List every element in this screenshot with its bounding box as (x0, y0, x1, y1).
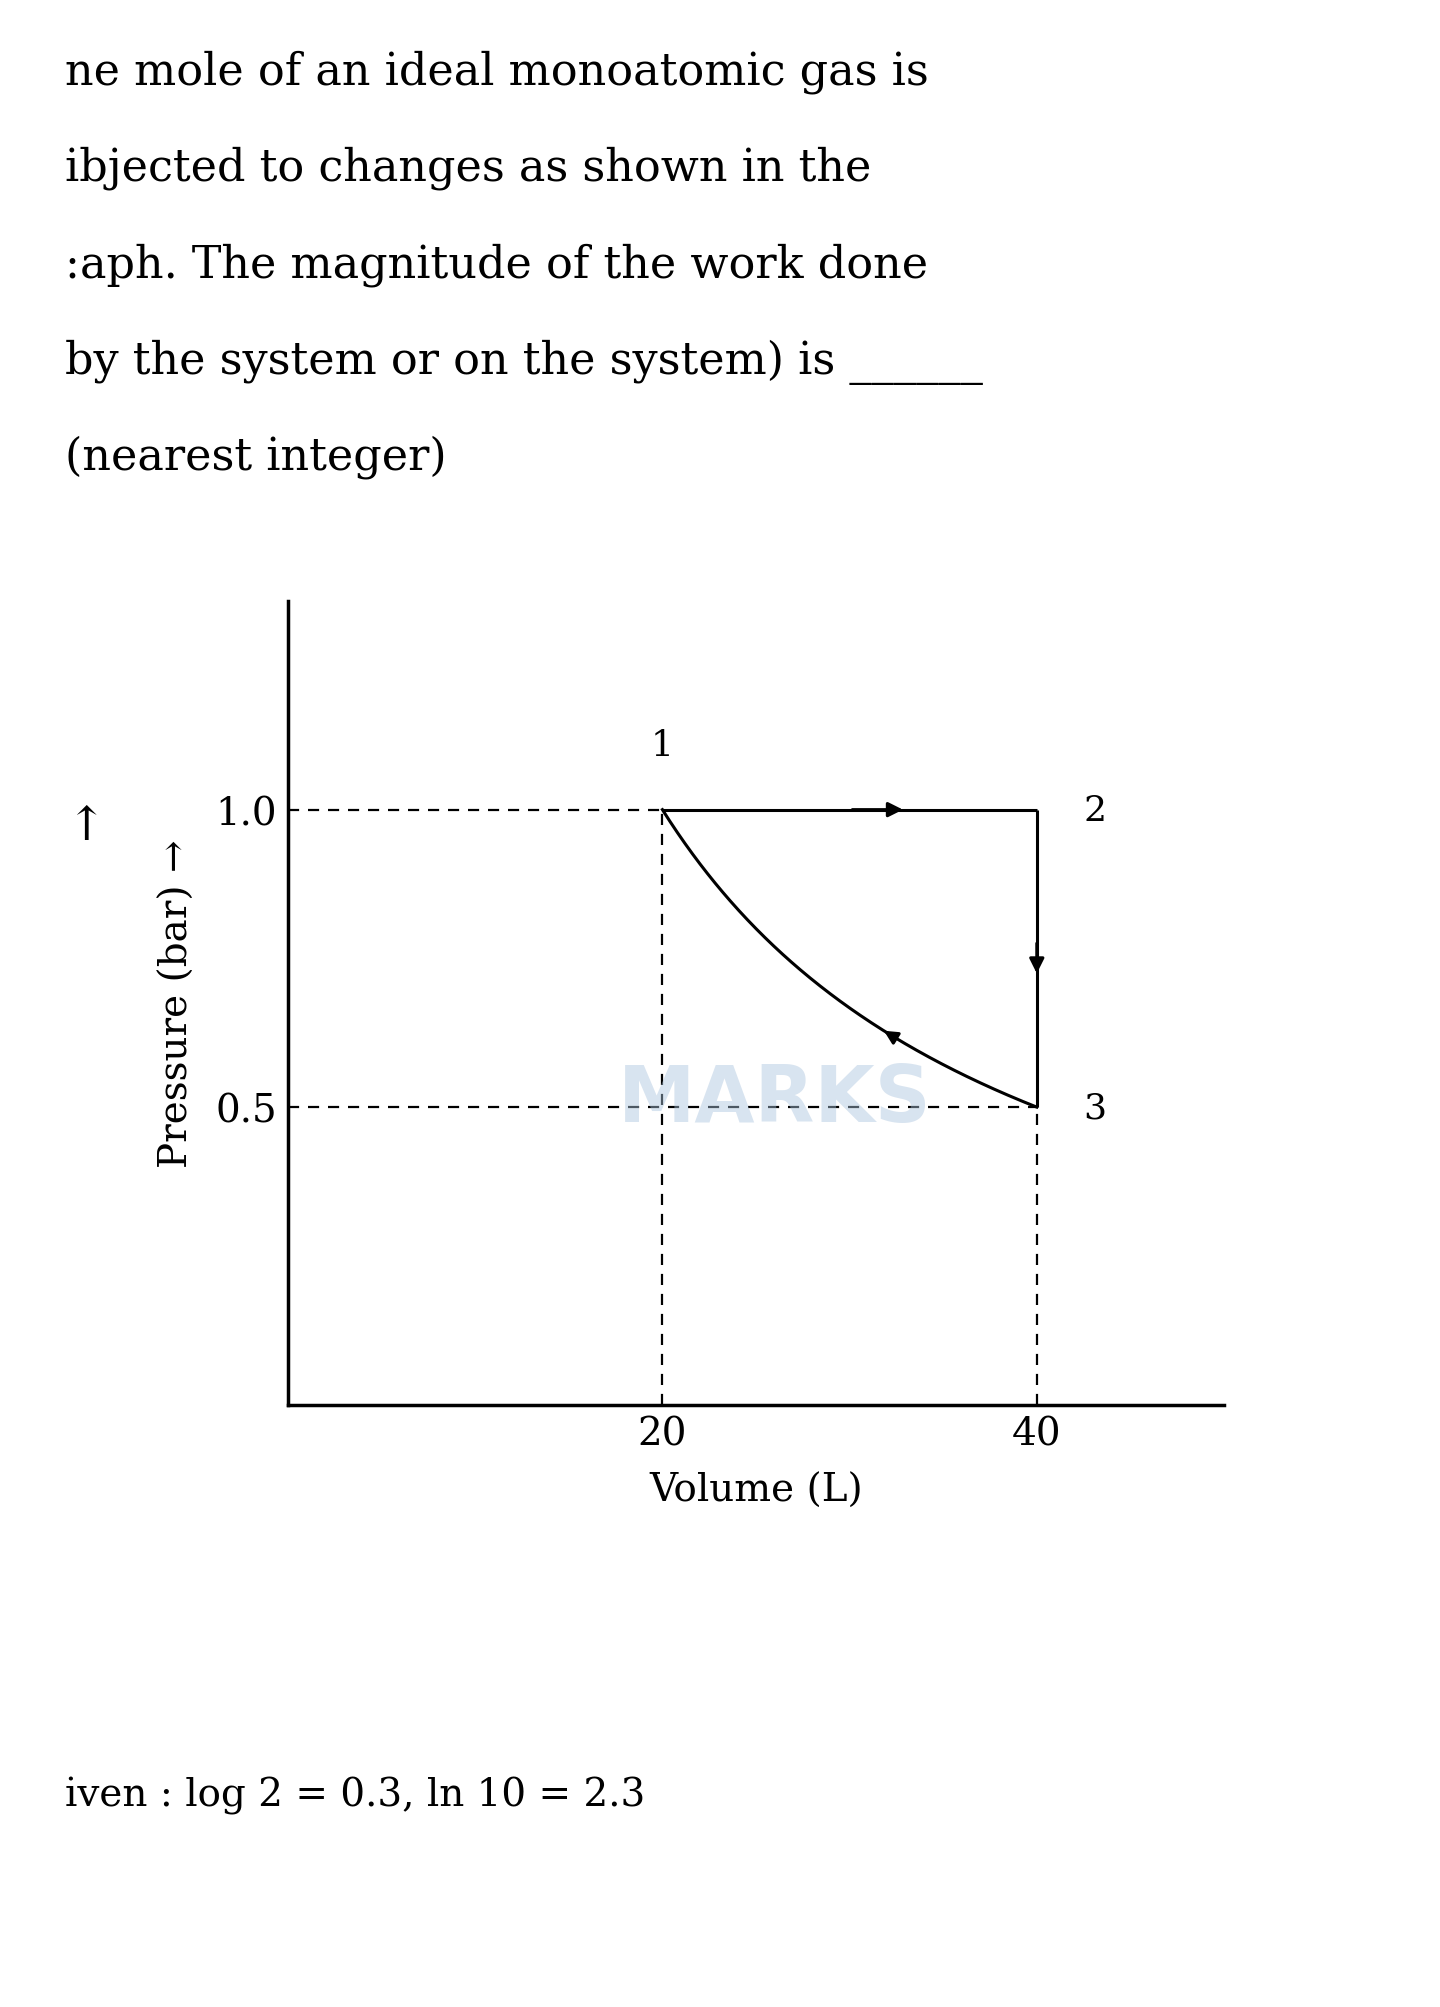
Y-axis label: Pressure (bar) →: Pressure (bar) → (158, 839, 196, 1168)
Text: ↑: ↑ (66, 805, 107, 849)
Text: 2: 2 (1084, 793, 1106, 827)
Text: (nearest integer): (nearest integer) (65, 436, 446, 480)
Text: :aph. The magnitude of the work done: :aph. The magnitude of the work done (65, 243, 927, 287)
Text: MARKS: MARKS (618, 1062, 932, 1138)
X-axis label: Volume (L): Volume (L) (649, 1473, 863, 1509)
Text: by the system or on the system) is ______: by the system or on the system) is _____… (65, 339, 982, 385)
Text: 1: 1 (651, 729, 674, 763)
Text: iven : log 2 = 0.3, ln 10 = 2.3: iven : log 2 = 0.3, ln 10 = 2.3 (65, 1776, 645, 1814)
Text: ibjected to changes as shown in the: ibjected to changes as shown in the (65, 147, 871, 191)
Text: ne mole of an ideal monoatomic gas is: ne mole of an ideal monoatomic gas is (65, 50, 929, 94)
Text: 3: 3 (1084, 1090, 1107, 1124)
